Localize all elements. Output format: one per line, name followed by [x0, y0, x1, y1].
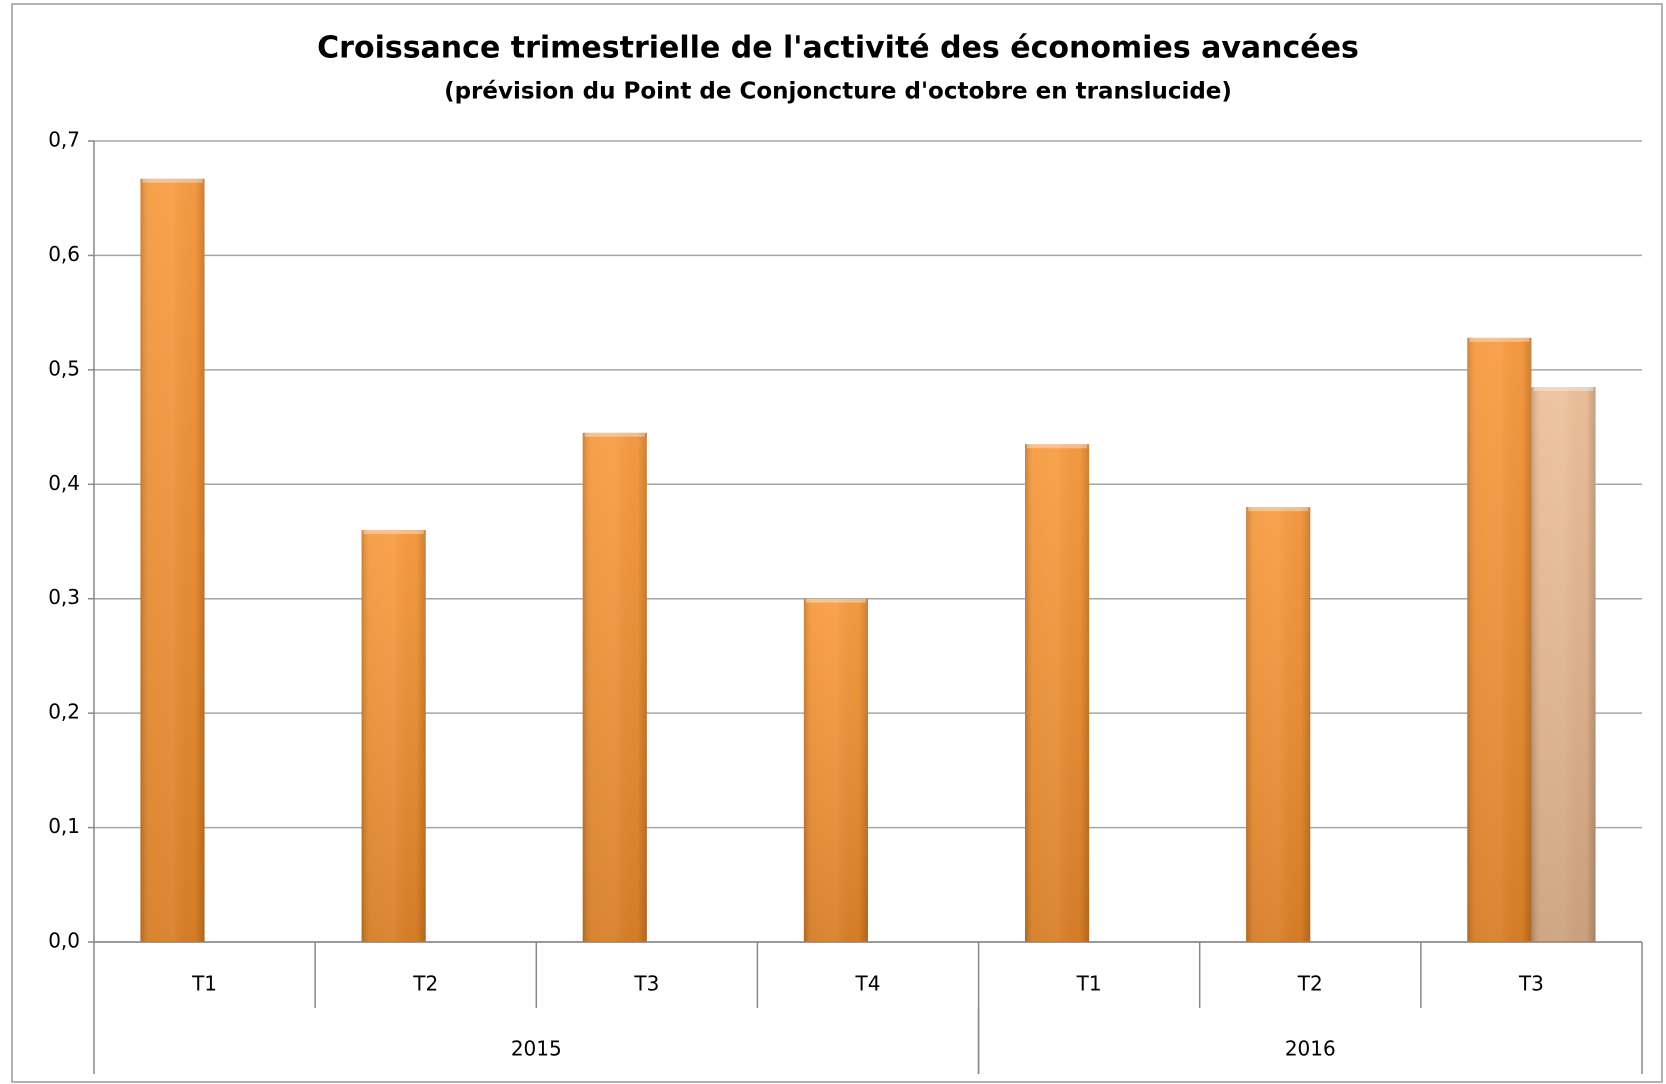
chart-subtitle: (prévision du Point de Conjoncture d'oct… — [444, 79, 1232, 105]
x-tick-label: T2 — [412, 972, 438, 996]
y-tick-label: 0,5 — [48, 356, 80, 380]
bar-cap — [1027, 444, 1088, 449]
group-label: 2016 — [1285, 1037, 1336, 1061]
y-tick-label: 0,4 — [48, 471, 80, 495]
bar-shading — [1531, 387, 1596, 942]
y-tick-label: 0,7 — [48, 128, 80, 152]
y-tick-label: 0,0 — [48, 929, 80, 953]
bar-shading — [361, 530, 426, 942]
y-tick-label: 0,1 — [48, 814, 80, 838]
bar-cap — [584, 432, 645, 437]
bar-shading — [582, 432, 647, 942]
x-tick-label: T4 — [855, 972, 881, 996]
bar-cap — [363, 530, 424, 535]
group-label: 2015 — [511, 1037, 562, 1061]
x-tick-label: T3 — [1518, 972, 1544, 996]
x-tick-label: T3 — [633, 972, 659, 996]
bar-shading — [803, 598, 868, 942]
bar-cap — [805, 598, 866, 603]
chart-title: Croissance trimestrielle de l'activité d… — [317, 31, 1359, 66]
bar-cap — [1469, 337, 1530, 342]
bar-shading — [1025, 444, 1090, 942]
bar-shading — [140, 178, 205, 943]
x-tick-label: T1 — [1076, 972, 1102, 996]
y-tick-label: 0,6 — [48, 242, 80, 266]
bar-shading — [1467, 337, 1532, 942]
chart-frame — [11, 3, 1663, 1083]
bar-cap — [142, 178, 203, 183]
bar-cap — [1248, 507, 1309, 512]
y-tick-label: 0,3 — [48, 585, 80, 609]
x-tick-label: T2 — [1297, 972, 1323, 996]
bar-cap — [1533, 387, 1594, 392]
x-tick-label: T1 — [191, 972, 217, 996]
y-tick-label: 0,2 — [48, 700, 80, 724]
bar-shading — [1246, 507, 1311, 942]
